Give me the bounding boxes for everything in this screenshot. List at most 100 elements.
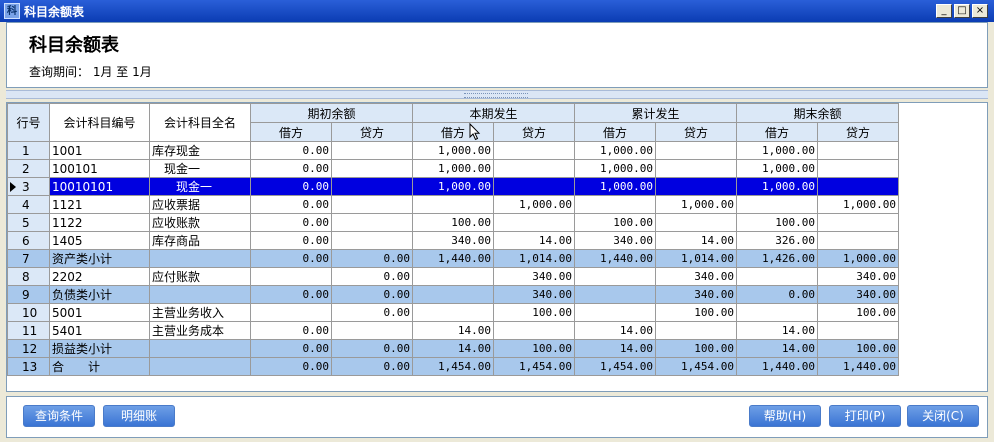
credit-amount-cell[interactable] <box>331 195 413 214</box>
row-number[interactable]: 8 <box>7 267 50 286</box>
col-header-closing[interactable]: 期末余额 <box>736 103 899 123</box>
credit-amount-cell[interactable] <box>655 213 737 232</box>
credit-amount-cell[interactable] <box>817 177 899 196</box>
debit-amount-cell[interactable] <box>574 303 656 322</box>
credit-amount-cell[interactable] <box>817 321 899 340</box>
col-header-current[interactable]: 本期发生 <box>412 103 575 123</box>
query-conditions-button[interactable]: 查询条件 <box>23 405 95 427</box>
subtotal-row[interactable]: 9 负债类小计 0.00 0.00 340.00 340.00 0.00 340.00 <box>7 285 899 304</box>
col-header-credit[interactable]: 贷方 <box>331 122 413 142</box>
account-name-cell[interactable]: 库存现金 <box>149 141 251 160</box>
account-code-cell[interactable]: 10010101 <box>49 177 150 196</box>
account-code-cell[interactable]: 100101 <box>49 159 150 178</box>
account-code-cell[interactable]: 合 计 <box>49 357 150 376</box>
debit-amount-cell[interactable]: 14.00 <box>574 321 656 340</box>
debit-amount-cell[interactable]: 1,000.00 <box>736 159 818 178</box>
credit-amount-cell[interactable]: 0.00 <box>331 339 413 358</box>
debit-amount-cell[interactable]: 1,440.00 <box>574 249 656 268</box>
debit-amount-cell[interactable]: 326.00 <box>736 231 818 250</box>
row-number[interactable]: 9 <box>7 285 50 304</box>
debit-amount-cell[interactable] <box>736 195 818 214</box>
credit-amount-cell[interactable]: 340.00 <box>493 285 575 304</box>
credit-amount-cell[interactable] <box>493 213 575 232</box>
debit-amount-cell[interactable]: 0.00 <box>250 339 332 358</box>
debit-amount-cell[interactable]: 1,000.00 <box>574 159 656 178</box>
credit-amount-cell[interactable] <box>331 321 413 340</box>
table-row[interactable]: 11 5401 主营业务成本 0.00 14.00 14.00 14.00 <box>7 321 899 340</box>
debit-amount-cell[interactable]: 1,000.00 <box>574 177 656 196</box>
debit-amount-cell[interactable]: 0.00 <box>250 357 332 376</box>
debit-amount-cell[interactable]: 1,426.00 <box>736 249 818 268</box>
table-row[interactable]: 8 2202 应付账款 0.00 340.00 340.00 340.00 <box>7 267 899 286</box>
account-code-cell[interactable]: 1121 <box>49 195 150 214</box>
col-header-credit[interactable]: 贷方 <box>817 122 899 142</box>
debit-amount-cell[interactable]: 340.00 <box>574 231 656 250</box>
splitter-handle[interactable] <box>6 90 988 99</box>
credit-amount-cell[interactable] <box>817 231 899 250</box>
debit-amount-cell[interactable]: 1,000.00 <box>574 141 656 160</box>
account-name-cell[interactable]: 应收账款 <box>149 213 251 232</box>
account-code-cell[interactable]: 1001 <box>49 141 150 160</box>
account-name-cell[interactable]: 现金一 <box>149 159 251 178</box>
table-row[interactable]: 3 10010101 现金一 0.00 1,000.00 1,000.00 1,000.00 <box>7 177 899 196</box>
account-code-cell[interactable]: 5401 <box>49 321 150 340</box>
credit-amount-cell[interactable] <box>331 213 413 232</box>
row-number[interactable]: 6 <box>7 231 50 250</box>
col-header-code[interactable]: 会计科目编号 <box>49 103 150 142</box>
credit-amount-cell[interactable]: 340.00 <box>817 267 899 286</box>
row-number[interactable]: 5 <box>7 213 50 232</box>
close-button[interactable]: 关闭(C) <box>907 405 979 427</box>
credit-amount-cell[interactable]: 0.00 <box>331 267 413 286</box>
window-title-bar[interactable]: 科 科目余额表 _ □ × <box>0 0 994 22</box>
debit-amount-cell[interactable]: 0.00 <box>250 159 332 178</box>
row-number[interactable]: 3 <box>7 177 50 196</box>
credit-amount-cell[interactable]: 340.00 <box>655 267 737 286</box>
col-header-accumulated[interactable]: 累计发生 <box>574 103 737 123</box>
credit-amount-cell[interactable] <box>817 141 899 160</box>
credit-amount-cell[interactable]: 340.00 <box>655 285 737 304</box>
credit-amount-cell[interactable] <box>493 159 575 178</box>
minimize-icon[interactable]: _ <box>936 4 952 18</box>
col-header-debit[interactable]: 借方 <box>250 122 332 142</box>
credit-amount-cell[interactable] <box>817 159 899 178</box>
close-window-icon[interactable]: × <box>972 4 988 18</box>
debit-amount-cell[interactable]: 100.00 <box>574 213 656 232</box>
debit-amount-cell[interactable]: 0.00 <box>736 285 818 304</box>
col-header-debit[interactable]: 借方 <box>736 122 818 142</box>
credit-amount-cell[interactable] <box>655 141 737 160</box>
debit-amount-cell[interactable]: 0.00 <box>250 195 332 214</box>
credit-amount-cell[interactable]: 1,000.00 <box>817 195 899 214</box>
debit-amount-cell[interactable]: 1,454.00 <box>412 357 494 376</box>
credit-amount-cell[interactable]: 100.00 <box>493 303 575 322</box>
debit-amount-cell[interactable]: 14.00 <box>412 339 494 358</box>
debit-amount-cell[interactable]: 1,000.00 <box>412 177 494 196</box>
credit-amount-cell[interactable] <box>331 141 413 160</box>
row-number[interactable]: 2 <box>7 159 50 178</box>
account-name-cell[interactable]: 现金一 <box>149 177 251 196</box>
col-header-row-no[interactable]: 行号 <box>7 103 50 142</box>
col-header-opening[interactable]: 期初余额 <box>250 103 413 123</box>
account-name-cell[interactable]: 主营业务收入 <box>149 303 251 322</box>
row-number[interactable]: 7 <box>7 249 50 268</box>
credit-amount-cell[interactable]: 1,454.00 <box>655 357 737 376</box>
debit-amount-cell[interactable]: 0.00 <box>250 141 332 160</box>
balance-grid[interactable]: 行号 会计科目编号 会计科目全名 期初余额 本期发生 累计发生 期末余额 借方 … <box>6 102 988 392</box>
debit-amount-cell[interactable]: 0.00 <box>250 285 332 304</box>
credit-amount-cell[interactable]: 1,000.00 <box>655 195 737 214</box>
table-row[interactable]: 6 1405 库存商品 0.00 340.00 14.00 340.00 14.00 326.0… <box>7 231 899 250</box>
credit-amount-cell[interactable] <box>817 213 899 232</box>
credit-amount-cell[interactable]: 100.00 <box>655 303 737 322</box>
credit-amount-cell[interactable] <box>493 177 575 196</box>
account-code-cell[interactable]: 1405 <box>49 231 150 250</box>
debit-amount-cell[interactable] <box>736 267 818 286</box>
debit-amount-cell[interactable]: 1,454.00 <box>574 357 656 376</box>
debit-amount-cell[interactable]: 100.00 <box>736 213 818 232</box>
debit-amount-cell[interactable]: 0.00 <box>250 231 332 250</box>
print-button[interactable]: 打印(P) <box>829 405 901 427</box>
credit-amount-cell[interactable]: 100.00 <box>493 339 575 358</box>
credit-amount-cell[interactable]: 0.00 <box>331 357 413 376</box>
account-code-cell[interactable]: 负债类小计 <box>49 285 150 304</box>
credit-amount-cell[interactable]: 1,000.00 <box>493 195 575 214</box>
account-name-cell[interactable]: 应付账款 <box>149 267 251 286</box>
credit-amount-cell[interactable]: 0.00 <box>331 303 413 322</box>
